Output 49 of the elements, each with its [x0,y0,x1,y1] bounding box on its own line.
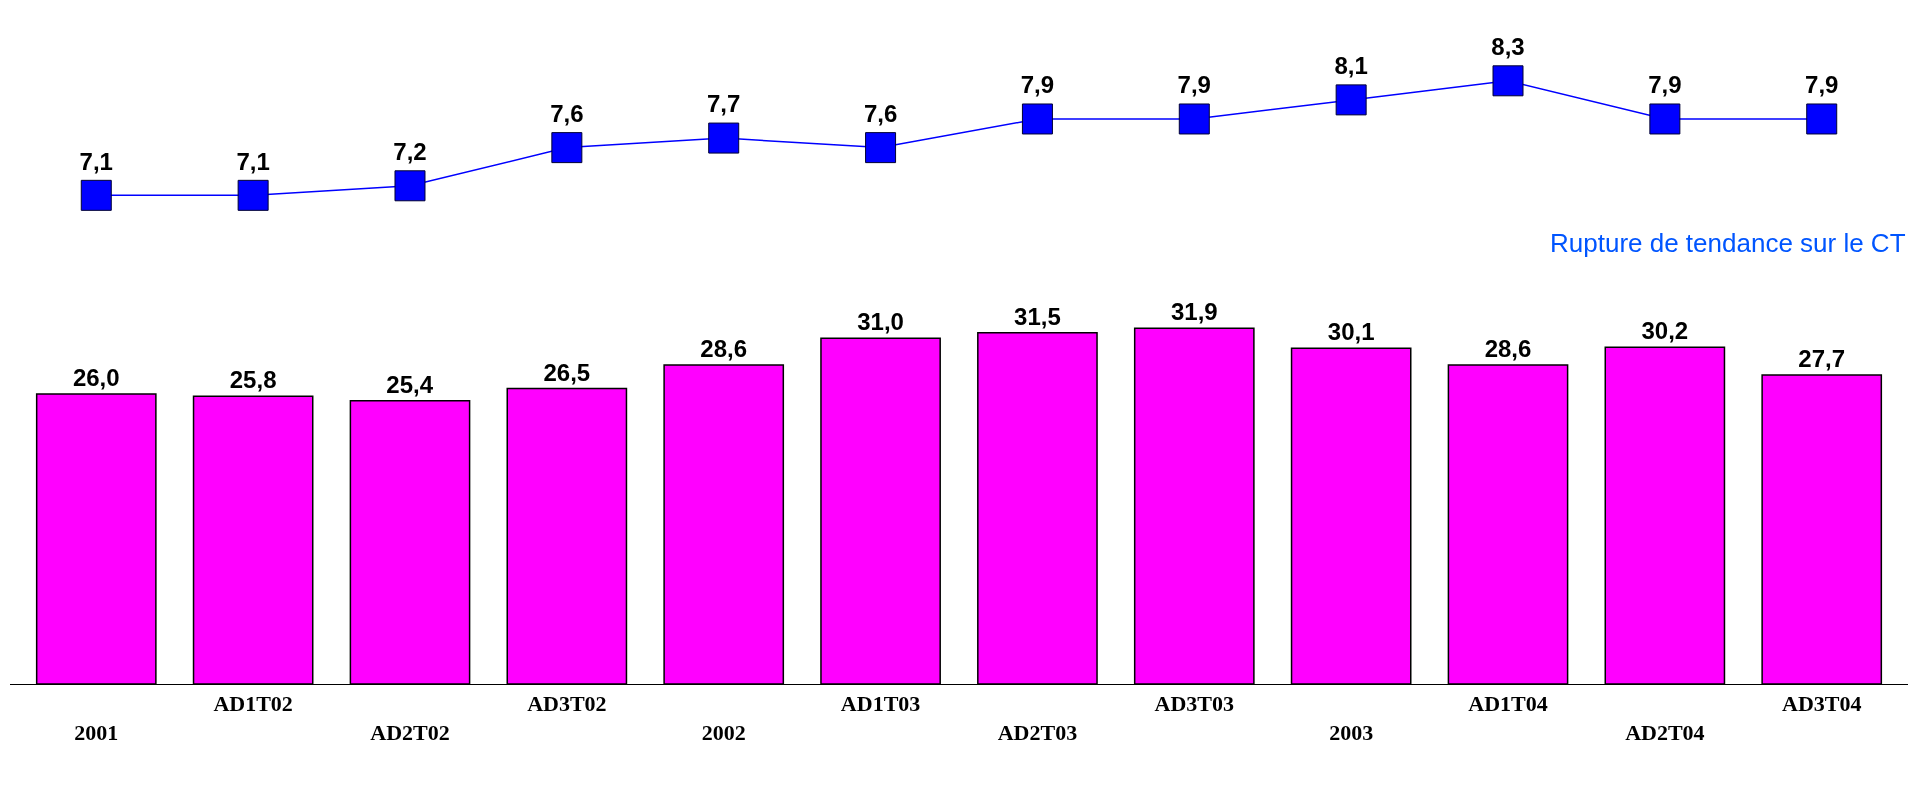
data-label: 25,4 [386,370,434,398]
point [1335,84,1367,116]
point [551,132,583,164]
data-label: 30,1 [1327,318,1375,346]
x-tick-label: AD2T04 [1625,720,1705,745]
x-tick-label: AD1T03 [840,691,921,717]
point [1178,103,1210,135]
data-label: 7,9 [1648,71,1682,99]
point [80,179,112,211]
data-label: 8,3 [1491,33,1525,61]
x-tick-label: 2001 [74,720,119,745]
point [708,122,740,154]
data-label: 30,2 [1641,317,1689,345]
x-tick-label: AD3T02 [527,691,607,717]
x-tick-label: AD1T04 [1468,691,1548,717]
point [1492,65,1524,97]
data-label: 8,1 [1334,52,1368,80]
point [1649,103,1681,135]
data-label: 26,5 [543,358,591,386]
point [1021,103,1053,135]
data-label: 26,0 [72,364,120,392]
data-label: 27,7 [1798,345,1846,373]
x-tick-label: AD2T02 [370,720,450,745]
data-label: 7,1 [79,147,113,175]
data-label: 31,9 [1170,298,1218,326]
data-label: 31,5 [1014,302,1061,330]
x-tick-label: 2003 [1329,720,1374,745]
data-label: 7,6 [550,99,584,127]
data-label: 28,6 [1484,335,1532,363]
x-tick-label: AD1T02 [213,691,293,717]
point [1806,103,1838,135]
x-tick-label: AD3T04 [1782,691,1862,717]
text: Rupture de tendance sur le CT [1550,228,1906,258]
x-tick-label: 2002 [701,720,746,745]
data-label: 7,6 [863,99,898,127]
point [865,132,897,164]
x-tick-label: AD2T03 [997,720,1078,745]
data-label: 28,6 [700,335,748,363]
point [237,179,269,211]
data-label: 7,9 [1020,71,1055,99]
data-label: 7,2 [393,138,427,166]
data-label: 25,8 [229,366,277,394]
data-label: 7,1 [236,147,270,175]
x-tick-label: AD3T03 [1154,691,1235,717]
data-label: 7,7 [707,90,741,118]
data-label: 31,0 [857,308,904,336]
data-label: 7,9 [1805,71,1839,99]
data-label: 7,9 [1177,71,1211,99]
point [394,170,426,202]
